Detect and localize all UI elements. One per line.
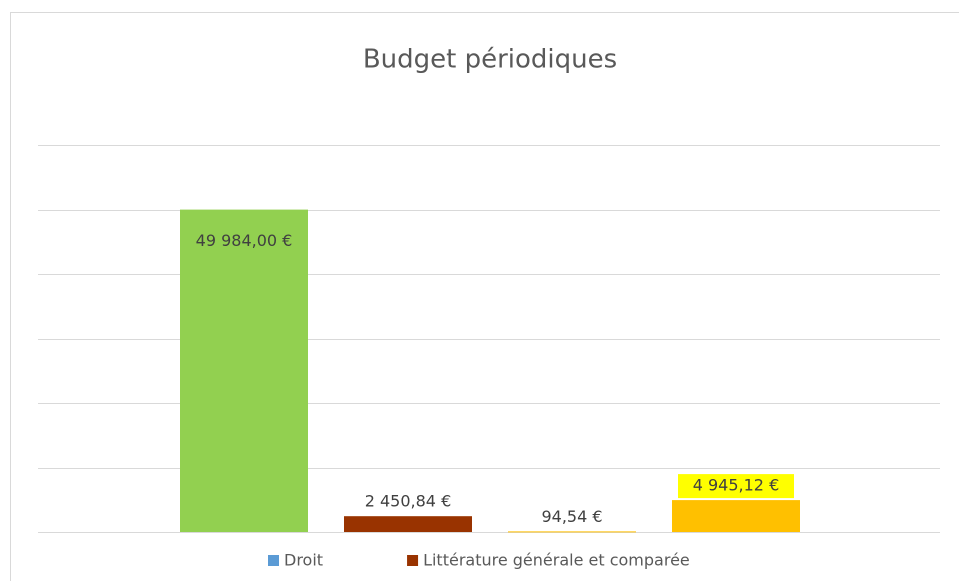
- legend-swatch: [268, 555, 279, 566]
- legend-swatch: [407, 555, 419, 566]
- label-highlight: [678, 474, 794, 499]
- chart-title: Budget périodiques: [363, 45, 617, 75]
- value-label: 49 984,00 €: [196, 231, 293, 250]
- value-label: 4 945,12 €: [693, 476, 780, 495]
- bar: [344, 516, 472, 532]
- value-label: 2 450,84 €: [365, 492, 452, 511]
- legend-label: Droit: [284, 551, 323, 570]
- value-label: 94,54 €: [541, 507, 602, 526]
- bar: [180, 209, 308, 532]
- legend-label: Littérature générale et comparée: [423, 551, 690, 570]
- bar: [508, 531, 636, 533]
- bar: [672, 500, 800, 532]
- chart-frame: [10, 12, 959, 581]
